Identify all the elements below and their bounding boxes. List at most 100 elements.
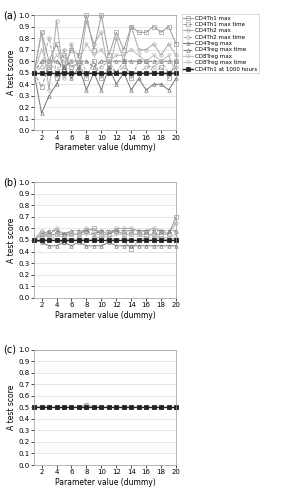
CD4Th1 max time: [107, 64, 110, 70]
CD4Treg max: [92, 404, 96, 410]
CD4Th2 max time: [100, 234, 103, 240]
Line: CD8Treg max time: CD8Treg max time: [32, 238, 178, 242]
CD4Th1 max: [32, 70, 36, 75]
CD4Th1 max: [114, 404, 118, 410]
CD4Th1 max: [77, 52, 81, 59]
CD8Treg max: [32, 237, 36, 243]
CD4Th1 at 1000 hours: [100, 70, 103, 75]
CD4Treg max: [40, 110, 43, 116]
CD8Treg max time: [137, 70, 140, 75]
CD4Th2 max time: [167, 404, 170, 410]
CD4Th1 max: [100, 12, 103, 18]
CD4Th1 at 1000 hours: [107, 70, 110, 75]
CD4Treg max time: [32, 404, 36, 410]
CD4Treg max: [167, 87, 170, 93]
CD8Treg max: [32, 70, 36, 75]
CD4Treg max: [152, 81, 155, 87]
CD4Th1 max: [167, 24, 170, 30]
CD4Treg max: [85, 243, 88, 249]
Line: CD4Th2 max time: CD4Th2 max time: [32, 232, 178, 241]
CD4Th2 max: [92, 228, 96, 234]
CD4Th1 max time: [55, 404, 58, 410]
CD4Th2 max time: [85, 237, 88, 243]
CD4Treg max time: [85, 228, 88, 234]
CD8Treg max time: [100, 70, 103, 75]
Line: CD4Th1 max: CD4Th1 max: [32, 14, 178, 74]
CD8Treg max: [55, 231, 58, 237]
CD4Treg max: [77, 404, 81, 410]
CD4Th1 max: [70, 231, 73, 237]
CD4Th1 at 1000 hours: [137, 237, 140, 243]
Line: CD8Treg max: CD8Treg max: [32, 232, 178, 241]
CD8Treg max: [167, 52, 170, 59]
CD4Th2 max time: [47, 35, 51, 41]
CD4Th1 max time: [55, 237, 58, 243]
CD4Treg max: [130, 87, 133, 93]
CD4Th2 max: [114, 35, 118, 41]
CD4Treg max: [77, 240, 81, 246]
CD4Th1 max time: [62, 240, 66, 246]
CD4Th2 max: [100, 30, 103, 36]
Y-axis label: A test score: A test score: [7, 50, 16, 96]
CD4Th2 max: [77, 70, 81, 75]
CD4Th1 at 1000 hours: [77, 70, 81, 75]
CD4Th1 max time: [47, 404, 51, 410]
Line: CD4Treg max: CD4Treg max: [32, 65, 178, 115]
CD4Treg max time: [55, 228, 58, 234]
Legend: CD4Th1 max, CD4Th1 max time, CD4Th2 max, CD4Th2 max time, CD4Treg max, CD4Treg m: CD4Th1 max, CD4Th1 max time, CD4Th2 max,…: [182, 14, 259, 74]
CD8Treg max: [114, 404, 118, 410]
CD4Th2 max time: [107, 234, 110, 240]
CD4Th2 max time: [62, 404, 66, 410]
CD4Th1 at 1000 hours: [100, 404, 103, 410]
CD4Th2 max time: [47, 231, 51, 237]
CD4Treg max time: [130, 404, 133, 410]
CD8Treg max: [130, 231, 133, 237]
CD4Treg max: [47, 243, 51, 249]
CD4Th1 max: [137, 231, 140, 237]
CD4Treg max time: [77, 228, 81, 234]
CD8Treg max: [174, 404, 178, 410]
CD4Treg max time: [159, 404, 163, 410]
CD4Treg max: [174, 243, 178, 249]
CD4Th2 max: [174, 220, 178, 226]
CD8Treg max: [100, 231, 103, 237]
CD4Th1 max: [77, 404, 81, 410]
CD4Th2 max: [174, 52, 178, 59]
CD4Th1 at 1000 hours: [92, 237, 96, 243]
CD8Treg max: [122, 52, 126, 59]
CD4Th1 max: [85, 12, 88, 18]
CD4Th1 max: [122, 46, 126, 52]
CD4Th2 max: [47, 404, 51, 410]
CD4Th1 at 1000 hours: [85, 237, 88, 243]
CD8Treg max: [107, 234, 110, 240]
CD8Treg max: [92, 404, 96, 410]
CD4Th1 max: [47, 231, 51, 237]
CD4Th2 max: [77, 231, 81, 237]
CD4Treg max: [85, 404, 88, 410]
CD4Treg max time: [62, 231, 66, 237]
CD4Th2 max time: [70, 237, 73, 243]
CD8Treg max time: [32, 237, 36, 243]
CD4Treg max: [100, 87, 103, 93]
CD4Treg max time: [70, 58, 73, 64]
CD4Th2 max: [100, 228, 103, 234]
CD4Th1 max time: [55, 76, 58, 82]
X-axis label: Parameter value (dummy): Parameter value (dummy): [55, 478, 155, 487]
CD4Th1 max: [152, 404, 155, 410]
CD4Th2 max time: [62, 46, 66, 52]
CD4Treg max: [100, 243, 103, 249]
CD4Th2 max: [32, 237, 36, 243]
CD8Treg max time: [145, 237, 148, 243]
CD4Th2 max time: [145, 64, 148, 70]
CD8Treg max: [174, 70, 178, 75]
CD4Th2 max: [167, 404, 170, 410]
CD4Th2 max time: [77, 52, 81, 59]
CD4Th1 at 1000 hours: [32, 237, 36, 243]
CD4Th2 max: [55, 18, 58, 24]
CD4Treg max: [130, 243, 133, 249]
CD4Th2 max: [85, 226, 88, 232]
CD8Treg max time: [130, 404, 133, 410]
CD8Treg max time: [137, 237, 140, 243]
CD8Treg max: [55, 404, 58, 410]
CD4Treg max time: [55, 58, 58, 64]
